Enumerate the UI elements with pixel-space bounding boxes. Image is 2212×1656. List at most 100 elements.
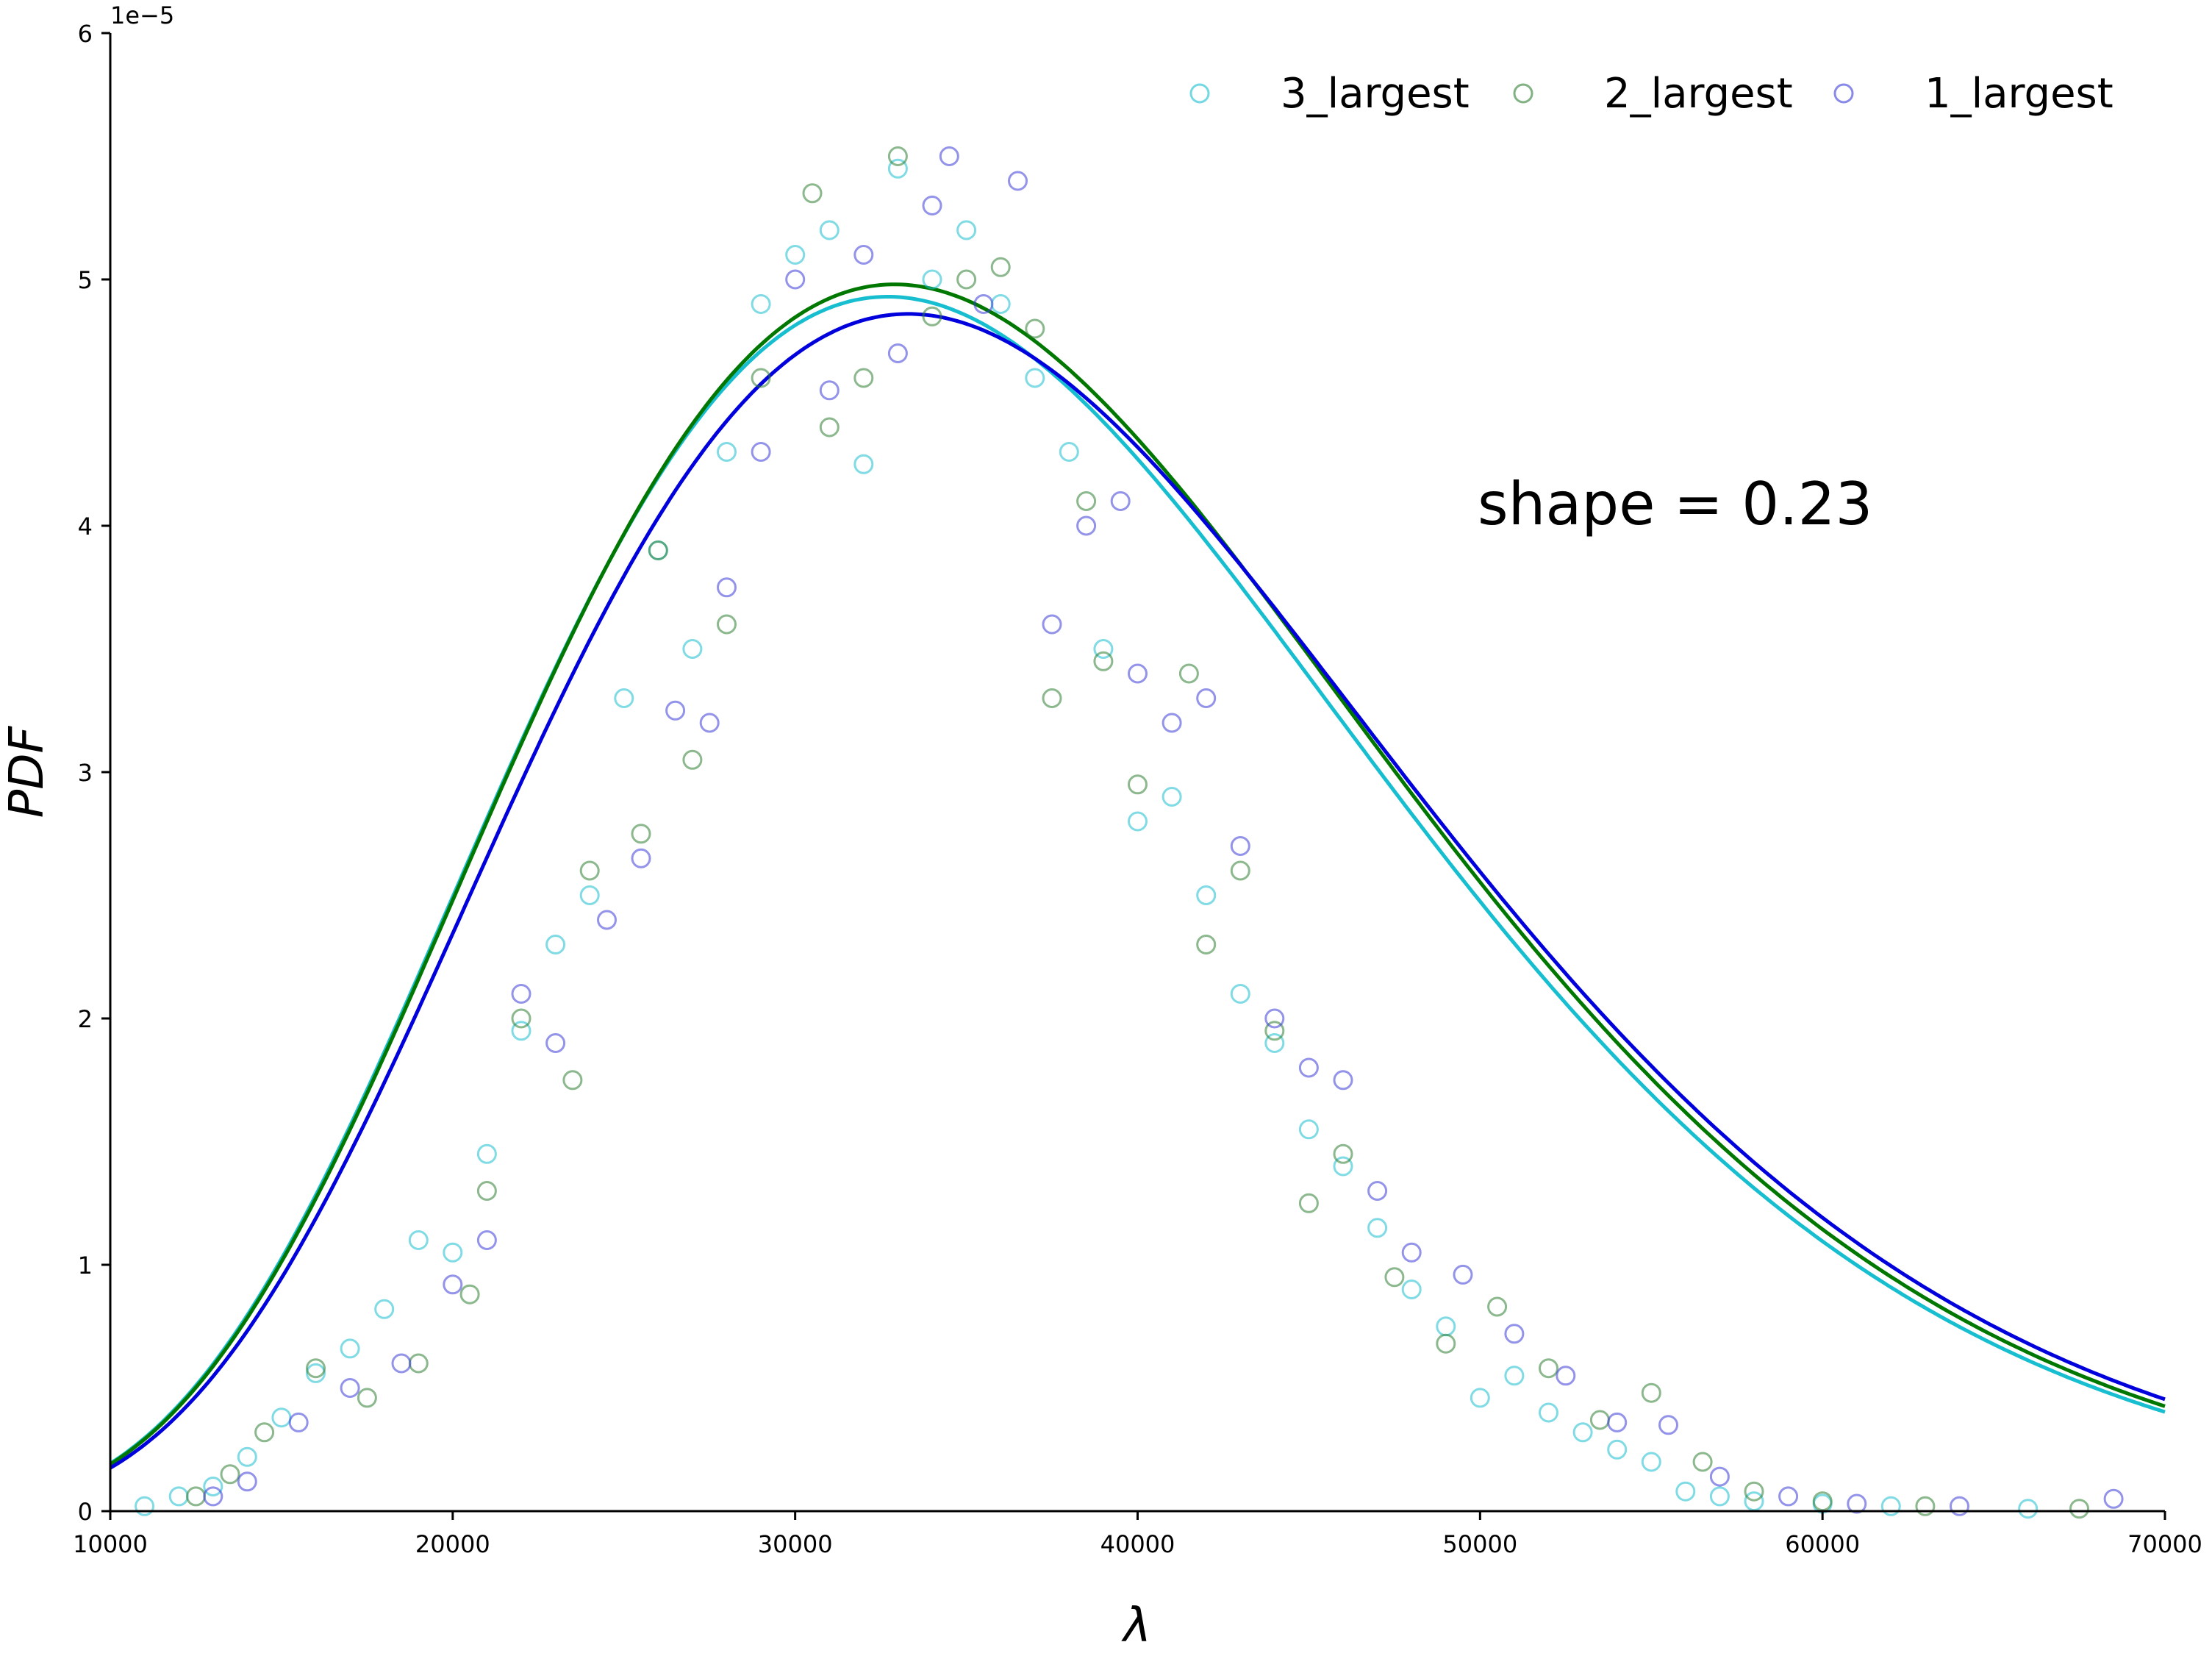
point-3_largest: [1641, 1452, 1661, 1472]
fit-line-1_largest: [109, 312, 2166, 1470]
point-2_largest: [1436, 1333, 1456, 1354]
point-3_largest: [2018, 1499, 2039, 1519]
point-1_largest: [853, 245, 874, 265]
point-1_largest: [237, 1471, 257, 1492]
point-3_largest: [1504, 1366, 1525, 1386]
point-1_largest: [1607, 1412, 1628, 1432]
point-1_largest: [631, 848, 651, 868]
point-1_largest: [203, 1486, 223, 1507]
point-2_largest: [1692, 1452, 1713, 1472]
point-2_largest: [802, 183, 823, 204]
point-3_largest: [545, 935, 566, 954]
y-tick-label: 6: [78, 20, 93, 48]
y-offset-label: 1e−5: [110, 1, 174, 29]
point-3_largest: [1401, 1280, 1422, 1299]
x-tick-label: 30000: [758, 1530, 833, 1558]
point-2_largest: [1539, 1358, 1558, 1379]
x-tick-label: 40000: [1100, 1530, 1175, 1558]
point-1_largest: [717, 577, 737, 598]
point-1_largest: [887, 343, 908, 363]
point-1_largest: [1196, 688, 1217, 708]
point-3_largest: [853, 454, 874, 474]
point-2_largest: [1093, 651, 1114, 671]
legend-label-1_largest: 1_largest: [1925, 70, 2113, 118]
point-2_largest: [220, 1464, 240, 1485]
point-1_largest: [1076, 515, 1097, 536]
scatter-points: [135, 146, 2124, 1519]
point-1_largest: [1709, 1466, 1730, 1487]
point-1_largest: [545, 1033, 566, 1053]
point-3_largest: [168, 1486, 189, 1507]
point-2_largest: [1487, 1296, 1508, 1317]
point-2_largest: [922, 306, 942, 326]
y-tick-label: 2: [78, 1005, 93, 1033]
point-3_largest: [1367, 1218, 1388, 1238]
point-2_largest: [1744, 1481, 1764, 1502]
point-3_largest: [1572, 1422, 1593, 1443]
point-3_largest: [443, 1242, 463, 1263]
point-1_largest: [1298, 1057, 1319, 1078]
point-2_largest: [476, 1181, 497, 1201]
point-2_largest: [408, 1353, 429, 1374]
point-1_largest: [1658, 1415, 1678, 1435]
point-1_largest: [819, 380, 840, 401]
point-2_largest: [682, 749, 703, 770]
point-2_largest: [853, 368, 874, 388]
point-3_largest: [682, 639, 703, 659]
x-tick-label: 70000: [2127, 1530, 2202, 1558]
y-ticks: 0 1 2 3 4 5 6: [78, 20, 110, 1526]
point-1_largest: [2103, 1488, 2124, 1509]
point-1_largest: [922, 196, 942, 215]
point-3_largest: [476, 1143, 497, 1164]
point-3_largest: [1264, 1033, 1285, 1053]
point-2_largest: [562, 1070, 583, 1091]
point-3_largest: [990, 294, 1011, 314]
point-2_largest: [1264, 1021, 1285, 1041]
point-3_largest: [1880, 1496, 1901, 1516]
point-2_largest: [1178, 663, 1199, 684]
point-3_largest: [1093, 639, 1114, 659]
point-1_largest: [973, 294, 994, 314]
point-1_largest: [665, 700, 686, 721]
point-1_largest: [1401, 1242, 1422, 1263]
point-2_largest: [1915, 1496, 1936, 1516]
point-2_largest: [1042, 688, 1062, 708]
point-2_largest: [579, 860, 600, 881]
point-3_largest: [1230, 984, 1250, 1004]
point-1_largest: [1110, 491, 1131, 511]
point-3_largest: [1162, 787, 1182, 807]
point-2_largest: [1128, 774, 1148, 795]
point-3_largest: [1539, 1402, 1558, 1423]
point-1_largest: [751, 442, 771, 462]
x-tick-label: 20000: [415, 1530, 490, 1558]
legend-marker-3_largest: [1189, 83, 1210, 104]
point-1_largest: [1453, 1264, 1473, 1285]
point-3_largest: [956, 220, 977, 240]
point-3_largest: [340, 1338, 360, 1359]
point-3_largest: [1196, 885, 1217, 905]
legend-label-3_largest: 3_largest: [1281, 70, 1470, 118]
point-1_largest: [391, 1353, 412, 1374]
point-2_largest: [887, 146, 908, 166]
point-3_largest: [1470, 1388, 1490, 1408]
point-2_largest: [1076, 491, 1097, 511]
point-2_largest: [819, 417, 840, 438]
point-2_largest: [186, 1486, 206, 1507]
point-2_largest: [1196, 935, 1217, 954]
point-2_largest: [2069, 1499, 2089, 1519]
point-3_largest: [1436, 1316, 1456, 1337]
y-tick-label: 1: [78, 1252, 93, 1280]
point-3_largest: [614, 688, 634, 708]
point-1_largest: [1230, 836, 1250, 856]
point-2_largest: [648, 540, 668, 560]
point-1_largest: [1778, 1486, 1799, 1507]
point-3_largest: [306, 1363, 326, 1383]
point-3_largest: [751, 294, 771, 314]
legend-marker-1_largest: [1833, 83, 1854, 104]
point-1_largest: [511, 984, 531, 1004]
point-1_largest: [288, 1412, 309, 1432]
point-3_largest: [1607, 1439, 1628, 1460]
point-2_largest: [1333, 1143, 1353, 1164]
point-1_largest: [1264, 1008, 1285, 1029]
